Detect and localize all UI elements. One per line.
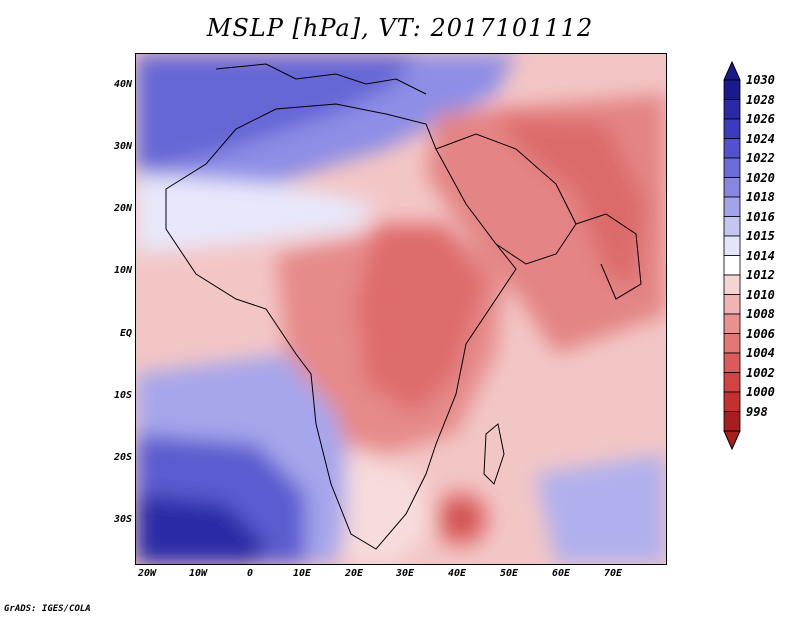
x-label-70e: 70E bbox=[603, 568, 623, 579]
colorbar-cell bbox=[723, 411, 741, 432]
colorbar-label: 1022 bbox=[746, 151, 775, 165]
x-label-30e: 30E bbox=[395, 568, 415, 579]
colorbar-label: 1028 bbox=[746, 92, 775, 107]
y-label-20s: 20S bbox=[113, 452, 132, 463]
colorbar-label: 998 bbox=[746, 404, 768, 419]
colorbar-cell bbox=[723, 177, 741, 198]
colorbar-label: 1015 bbox=[746, 229, 775, 243]
x-label-60e: 60E bbox=[551, 568, 571, 579]
colorbar-top-arrow bbox=[723, 60, 741, 81]
colorbar-cell bbox=[723, 138, 741, 159]
x-label-20e: 20E bbox=[344, 568, 364, 579]
colorbar-cell bbox=[723, 333, 741, 354]
colorbar-label: 1004 bbox=[746, 346, 775, 360]
y-label-40n: 40N bbox=[113, 79, 132, 90]
colorbar-label: 1018 bbox=[746, 190, 775, 204]
colorbar-label: 1026 bbox=[746, 112, 775, 126]
colorbar-label: 1006 bbox=[746, 326, 775, 341]
colorbar-cell bbox=[723, 352, 741, 373]
y-label-10s: 10S bbox=[113, 390, 132, 401]
colorbar-cell bbox=[723, 157, 741, 178]
colorbar-cell bbox=[723, 118, 741, 139]
colorbar-label: 1020 bbox=[746, 170, 775, 185]
mslp-map bbox=[135, 53, 667, 565]
colorbar-cell bbox=[723, 391, 741, 412]
x-label-50e: 50E bbox=[499, 568, 519, 579]
y-label-20n: 20N bbox=[113, 203, 132, 214]
colorbar-cell bbox=[723, 313, 741, 334]
x-label-20w: 20W bbox=[137, 568, 157, 579]
colorbar-label: 1030 bbox=[746, 73, 775, 87]
y-label-eq: EQ bbox=[119, 328, 132, 339]
colorbar-cell bbox=[723, 235, 741, 256]
colorbar-label: 1012 bbox=[746, 268, 775, 282]
colorbar-label: 1002 bbox=[746, 365, 775, 380]
colorbar-graphic bbox=[723, 60, 741, 451]
colorbar-cell bbox=[723, 79, 741, 100]
colorbar-label: 1024 bbox=[746, 131, 775, 146]
y-label-30n: 30N bbox=[113, 141, 132, 152]
colorbar-label: 1010 bbox=[746, 287, 775, 302]
colorbar-cell bbox=[723, 216, 741, 237]
colorbar-label: 1008 bbox=[746, 307, 775, 321]
x-label-10e: 10E bbox=[292, 568, 312, 579]
colorbar-cell bbox=[723, 99, 741, 120]
credit-text: GrADS: IGES/COLA bbox=[4, 604, 91, 614]
colorbar-bottom-arrow bbox=[723, 430, 741, 451]
map-title: MSLP [hPa], VT: 2017101112 bbox=[206, 14, 594, 42]
colorbar-cell bbox=[723, 255, 741, 276]
colorbar-label: 1016 bbox=[746, 209, 775, 224]
x-label-0: 0 bbox=[246, 568, 254, 579]
colorbar-label: 1014 bbox=[746, 248, 775, 263]
x-label-40e: 40E bbox=[447, 568, 467, 579]
colorbar-cell bbox=[723, 196, 741, 217]
x-label-10w: 10W bbox=[188, 568, 208, 579]
colorbar-cell bbox=[723, 294, 741, 315]
colorbar-label: 1000 bbox=[746, 385, 775, 399]
colorbar-cell bbox=[723, 372, 741, 393]
colorbar-cell bbox=[723, 274, 741, 295]
pressure-field bbox=[136, 54, 666, 564]
y-label-10n: 10N bbox=[113, 265, 132, 276]
y-label-30s: 30S bbox=[113, 514, 132, 525]
